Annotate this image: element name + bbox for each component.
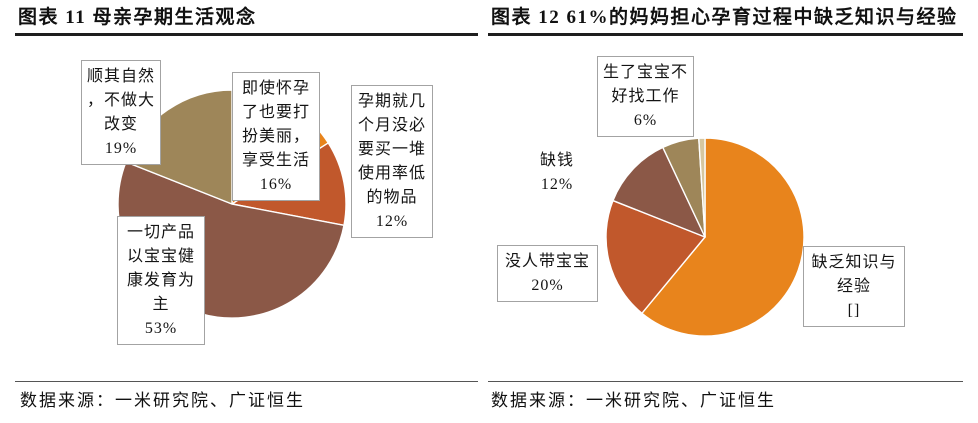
left-label-dress-up-enjoy-life: 即使怀孕 了也要打 扮美丽， 享受生活 16% — [232, 72, 320, 201]
left-title-rule — [15, 33, 478, 36]
right-pie-chart — [605, 137, 805, 337]
right-data-source: 数据来源：一米研究院、广证恒生 — [491, 391, 776, 410]
data-label-category: 顺其自然 ，不做大 改变 — [86, 68, 155, 133]
left-figure-title: 图表 11 母亲孕期生活观念 — [18, 7, 257, 28]
data-label-value: 6% — [633, 112, 658, 129]
right-label-no-childcare: 没人带宝宝 20% — [497, 245, 598, 302]
right-pie-slice-2 — [605, 199, 706, 314]
data-label-category: 生了宝宝不 好找工作 — [602, 64, 688, 105]
right-pie-slice-5 — [698, 137, 706, 238]
left-source-rule — [15, 381, 478, 382]
data-label-value: 12% — [540, 176, 574, 193]
data-label-category: 即使怀孕 了也要打 扮美丽， 享受生活 — [241, 80, 310, 169]
data-label-category: 缺乏知识与 经验 — [811, 254, 897, 295]
right-label-hard-to-find-job: 生了宝宝不 好找工作 6% — [597, 56, 694, 137]
data-label-category: 孕期就几 个月没必 要买一堆 使用率低 的物品 — [357, 93, 426, 206]
right-pie-slice-3 — [612, 146, 706, 238]
data-label-category: 没人带宝宝 — [504, 253, 590, 270]
left-label-no-low-use-items: 孕期就几 个月没必 要买一堆 使用率低 的物品 12% — [351, 85, 433, 238]
data-label-value: 16% — [259, 176, 293, 193]
right-pie-slice-1 — [641, 137, 805, 337]
right-label-lack-money: 缺钱 12% — [521, 144, 593, 201]
data-label-value: 19% — [104, 140, 138, 157]
data-label-value: 20% — [531, 277, 564, 294]
data-label-value: 53% — [144, 320, 178, 337]
data-label-value: [] — [847, 302, 861, 319]
right-figure-title: 图表 12 61%的妈妈担心孕育过程中缺乏知识与经验 — [491, 7, 958, 28]
data-label-category: 缺钱 — [539, 152, 574, 169]
left-label-keep-natural: 顺其自然 ，不做大 改变 19% — [81, 60, 161, 165]
data-label-category: 一切产品 以宝宝健 康发育为主 — [126, 224, 195, 313]
left-data-source: 数据来源：一米研究院、广证恒生 — [20, 391, 305, 410]
data-label-value: 12% — [375, 213, 409, 230]
right-label-lack-knowledge: 缺乏知识与 经验 [] — [803, 246, 905, 327]
left-label-baby-health-first: 一切产品 以宝宝健 康发育为主 53% — [117, 216, 205, 345]
right-title-rule — [488, 33, 963, 36]
right-source-rule — [488, 381, 963, 382]
